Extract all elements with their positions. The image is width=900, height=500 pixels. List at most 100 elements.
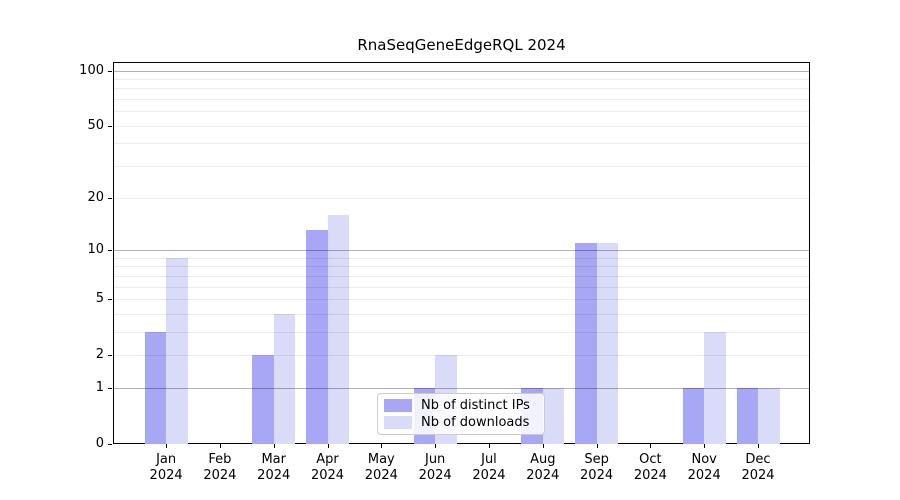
bar-nb-of-downloads-aug (542, 387, 565, 444)
y-gridline-minor-5 (113, 298, 810, 300)
y-gridline-minor-4 (113, 313, 810, 315)
x-tick-may (381, 444, 383, 448)
x-tick-year-jan: 2024 (149, 468, 183, 483)
bar-nb-of-distinct-ips-mar (252, 355, 274, 444)
y-gridline-minor-50 (113, 125, 810, 127)
y-gridline-minor-60 (113, 111, 810, 113)
y-gridline-minor-90 (113, 78, 810, 80)
x-tick-month-jun: Jun (424, 452, 446, 467)
legend-label-ips: Nb of distinct IPs (421, 398, 530, 413)
x-tick-sep (596, 444, 598, 448)
x-tick-nov (704, 444, 706, 448)
x-tick-month-jan: Jan (156, 452, 177, 467)
x-tick-aug (542, 444, 544, 448)
x-tick-year-mar: 2024 (257, 468, 291, 483)
y-tick-2 (108, 355, 112, 357)
x-tick-year-jul: 2024 (472, 468, 506, 483)
x-tick-month-feb: Feb (208, 452, 232, 467)
x-tick-year-nov: 2024 (687, 468, 721, 483)
y-gridline-minor-40 (113, 143, 810, 145)
bar-nb-of-downloads-apr (327, 214, 350, 444)
y-gridline-minor-20 (113, 197, 810, 199)
legend-swatch-ips-icon (384, 399, 412, 412)
x-tick-year-oct: 2024 (633, 468, 667, 483)
bar-nb-of-downloads-dec (758, 387, 780, 444)
x-tick-label-jun: Jun 2024 (403, 452, 467, 484)
legend-item-downloads: Nb of downloads (384, 415, 538, 430)
x-tick-jan (166, 444, 168, 448)
bar-nb-of-distinct-ips-dec (736, 387, 758, 444)
y-tick-10 (108, 249, 112, 251)
y-tick-label-100: 100 (79, 62, 104, 78)
bar-nb-of-downloads-sep (596, 242, 619, 444)
x-tick-month-nov: Nov (691, 452, 717, 467)
x-tick-label-apr: Apr 2024 (296, 452, 360, 484)
x-tick-year-dec: 2024 (741, 468, 775, 483)
x-tick-mar (273, 444, 275, 448)
y-gridline-major-100 (113, 70, 810, 72)
x-tick-label-nov: Nov 2024 (672, 452, 736, 484)
y-gridline-minor-8 (113, 266, 810, 268)
y-tick-100 (108, 70, 112, 72)
x-tick-year-aug: 2024 (526, 468, 560, 483)
x-tick-month-oct: Oct (639, 452, 662, 467)
bar-nb-of-downloads-mar (273, 313, 296, 444)
y-tick-label-20: 20 (87, 189, 104, 205)
legend-swatch-downloads-icon (384, 416, 412, 429)
x-tick-month-mar: Mar (261, 452, 286, 467)
y-gridline-minor-7 (113, 275, 810, 277)
y-tick-0 (108, 444, 112, 445)
y-gridline-minor-70 (113, 99, 810, 101)
y-tick-label-5: 5 (95, 290, 104, 306)
y-gridline-minor-30 (113, 166, 810, 168)
chart-title: RnaSeqGeneEdgeRQL 2024 (357, 36, 566, 54)
x-tick-oct (650, 444, 652, 448)
y-tick-1 (108, 387, 112, 389)
y-gridline-minor-3 (113, 331, 810, 333)
y-gridline-minor-6 (113, 286, 810, 288)
bar-nb-of-distinct-ips-sep (575, 242, 597, 444)
x-tick-year-apr: 2024 (310, 468, 345, 483)
x-tick-month-apr: Apr (316, 452, 339, 467)
y-gridline-minor-9 (113, 257, 810, 259)
legend-item-distinct-ips: Nb of distinct IPs (384, 398, 538, 413)
bar-nb-of-downloads-jan (166, 257, 188, 444)
y-tick-50 (108, 125, 112, 127)
x-tick-dec (758, 444, 759, 448)
y-tick-label-2: 2 (95, 347, 104, 363)
x-tick-label-aug: Aug 2024 (511, 452, 575, 484)
x-tick-year-feb: 2024 (203, 468, 237, 483)
x-tick-jul (488, 444, 490, 448)
x-tick-label-jul: Jul 2024 (457, 452, 521, 484)
x-tick-label-may: May 2024 (349, 452, 413, 484)
y-gridline-major-10 (113, 249, 810, 251)
x-tick-year-may: 2024 (364, 468, 398, 483)
x-tick-label-feb: Feb 2024 (188, 452, 252, 484)
y-tick-20 (108, 197, 112, 199)
bar-nb-of-distinct-ips-jan (144, 331, 167, 444)
x-tick-month-sep: Sep (584, 452, 609, 467)
y-tick-label-1: 1 (95, 379, 104, 395)
x-tick-year-jun: 2024 (418, 468, 452, 483)
bar-nb-of-distinct-ips-apr (306, 230, 328, 444)
x-tick-label-sep: Sep 2024 (565, 452, 629, 484)
plot-area (113, 62, 810, 444)
x-tick-month-aug: Aug (530, 452, 556, 467)
y-gridline-minor-80 (113, 88, 810, 90)
y-tick-label-50: 50 (87, 117, 104, 133)
y-gridline-major-1 (113, 387, 810, 389)
legend: Nb of distinct IPs Nb of downloads (377, 393, 545, 435)
legend-label-downloads: Nb of downloads (421, 415, 530, 430)
bar-nb-of-downloads-nov (704, 331, 726, 444)
x-tick-jun (435, 444, 437, 448)
bar-nb-of-distinct-ips-nov (682, 387, 705, 444)
x-tick-month-may: May (367, 452, 395, 467)
y-tick-5 (108, 298, 112, 300)
x-tick-apr (327, 444, 329, 448)
x-tick-feb (219, 444, 221, 448)
y-tick-label-10: 10 (87, 241, 104, 257)
x-tick-label-oct: Oct 2024 (618, 452, 682, 484)
x-tick-year-sep: 2024 (580, 468, 614, 483)
x-tick-label-dec: Dec 2024 (726, 452, 790, 484)
